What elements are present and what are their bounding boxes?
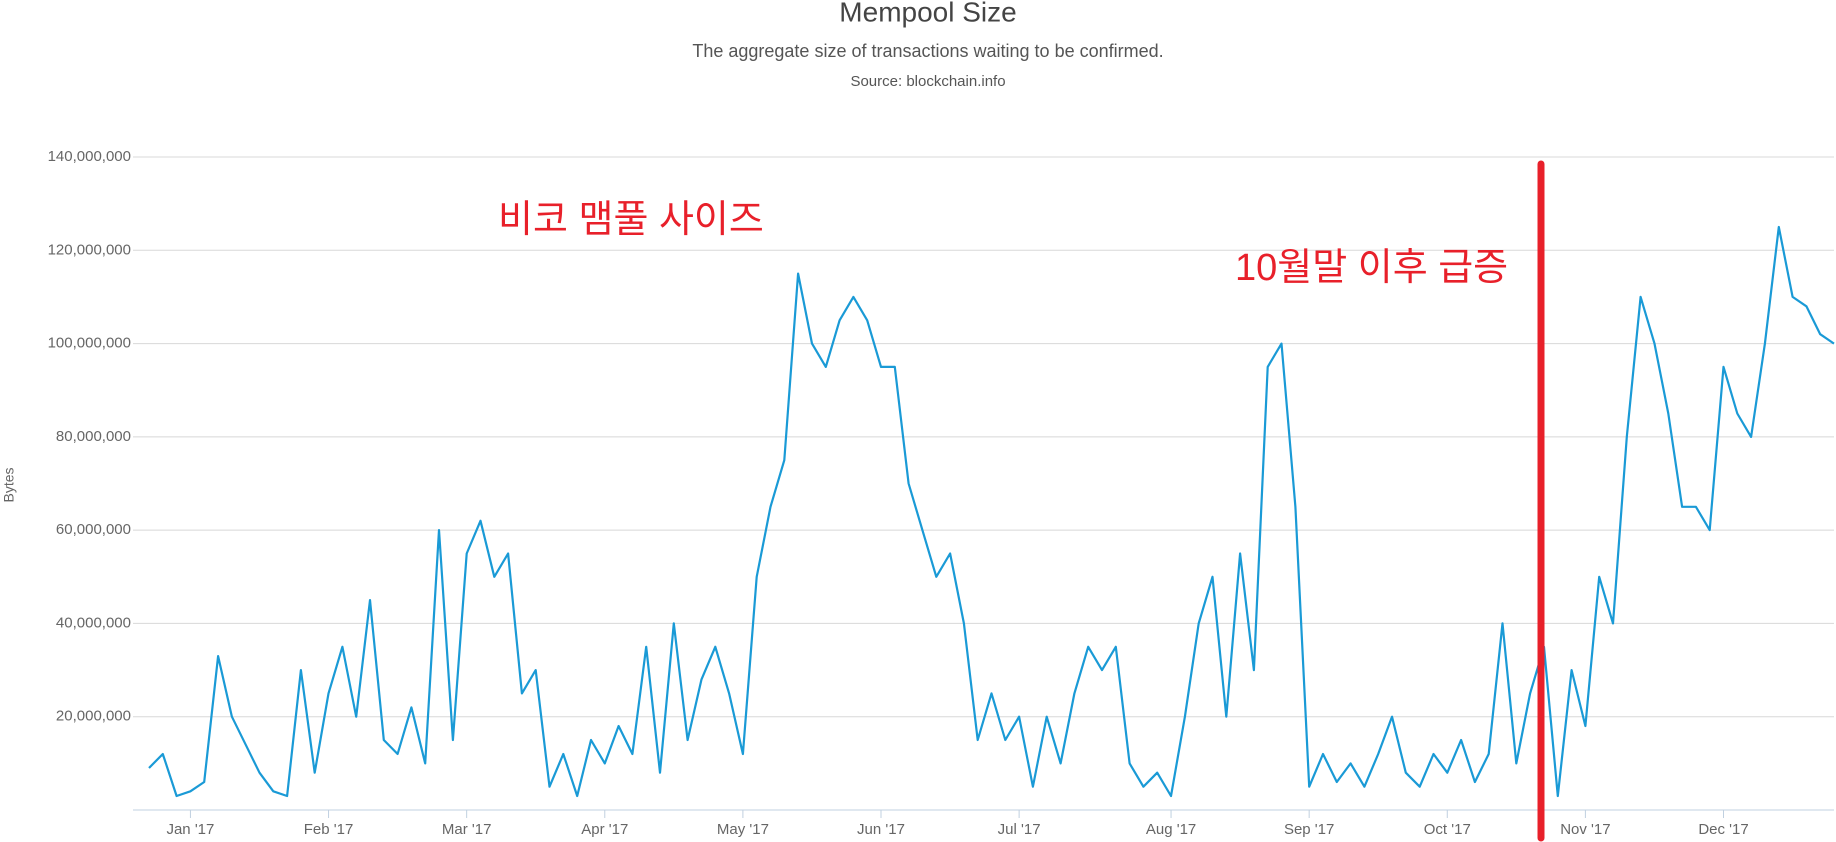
x-tick-label: Jul '17 [998, 821, 1041, 838]
y-tick-label: 80,000,000 [56, 428, 131, 445]
annotation: 비코 맴풀 사이즈 [498, 199, 764, 241]
x-tick-label: Jun '17 [857, 821, 905, 838]
y-tick-label: 20,000,000 [56, 708, 131, 725]
data-line [148, 225, 1835, 798]
x-tick-label: Jan '17 [166, 821, 214, 838]
x-tick-label: Apr '17 [581, 821, 628, 838]
x-tick-label: May '17 [717, 821, 769, 838]
chart-title: Mempool Size [839, 0, 1016, 27]
x-tick-label: Mar '17 [442, 821, 492, 838]
x-tick-label: Aug '17 [1146, 821, 1196, 838]
y-tick-label: 100,000,000 [48, 335, 131, 352]
chart-subtitle: The aggregate size of transactions waiti… [692, 41, 1163, 61]
chart-source: Source: blockchain.info [850, 73, 1005, 90]
y-tick-label: 140,000,000 [48, 148, 131, 165]
y-tick-label: 60,000,000 [56, 521, 131, 538]
x-tick-label: Oct '17 [1424, 821, 1471, 838]
plot-area: 20,000,000 40,000,000 60,000,000 80,000,000… [48, 148, 1835, 838]
annotation: 10월말 이후 급증 [1235, 247, 1508, 289]
x-tick-label: Feb '17 [304, 821, 354, 838]
y-tick-label: 40,000,000 [56, 614, 131, 631]
y-tick-label: 120,000,000 [48, 241, 131, 258]
x-tick-label: Dec '17 [1698, 821, 1748, 838]
x-tick-label: Nov '17 [1560, 821, 1610, 838]
x-tick-label: Sep '17 [1284, 821, 1334, 838]
y-axis-label: Bytes [1, 467, 17, 502]
